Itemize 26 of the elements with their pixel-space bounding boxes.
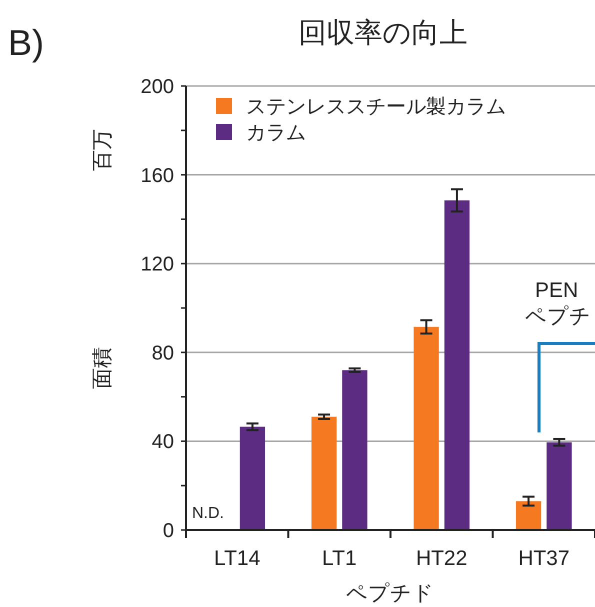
legend-label: ステンレススチール製カラム [246,96,506,118]
x-tick-label: LT1 [322,547,357,570]
bar [516,501,542,530]
legend-label: カラム [246,122,306,144]
annotation: N.D. [192,505,224,522]
bar [546,442,572,530]
x-tick-label: LT14 [214,547,261,570]
bar [414,326,439,530]
y-tick-label: 200 [140,76,174,98]
chart-title: 回収率の向上 [298,17,468,48]
y-tick-label: 160 [140,164,174,187]
text: 百万 [91,129,114,171]
x-tick-label: HT37 [518,547,570,570]
annotation: PEN ペプチ [525,279,591,328]
bar [342,370,368,530]
y-tick-label: 80 [152,342,174,364]
y-tick-label: 0 [162,520,174,542]
x-axis-title: ペプチド [346,582,434,605]
bar [240,426,266,530]
x-tick-label: HT22 [416,547,468,570]
y-tick-label: 40 [152,431,174,454]
y-tick-label: 120 [140,254,174,276]
text: B) [8,22,44,63]
bar [444,200,470,530]
y-axis-title: 面積 [91,347,114,389]
bar [311,416,337,530]
